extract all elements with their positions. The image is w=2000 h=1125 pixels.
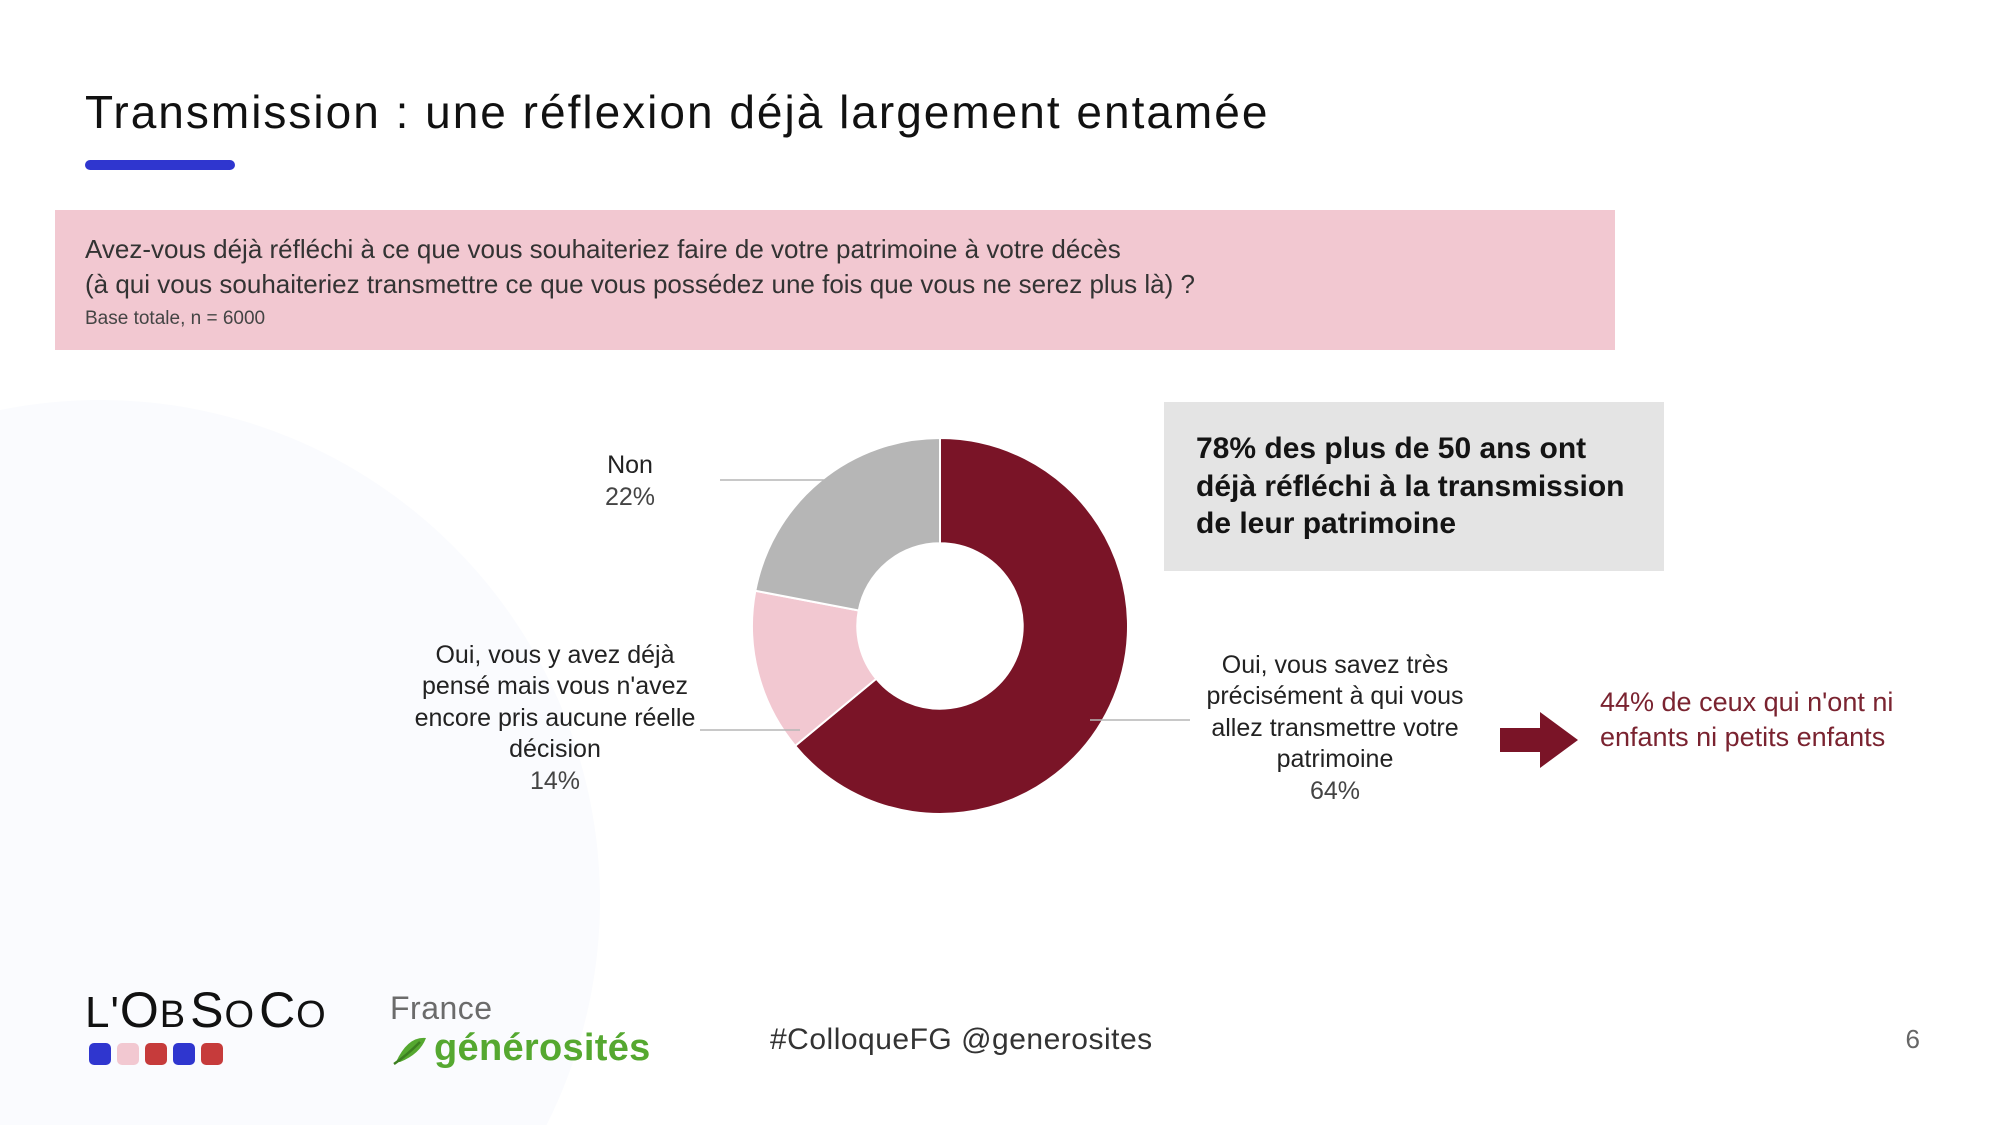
slice-label-precis: Oui, vous savez très précisément à qui v… (1190, 650, 1480, 806)
logo-fg-top: France (390, 990, 651, 1027)
slice-label-pense: Oui, vous y avez déjà pensé mais vous n'… (410, 640, 700, 796)
arrow-icon (1500, 710, 1580, 775)
slice-label-pense-text: Oui, vous y avez déjà pensé mais vous n'… (410, 640, 700, 765)
logo-fg-bottom: générosités (390, 1027, 651, 1070)
slide: Transmission : une réflexion déjà largem… (0, 0, 2000, 1125)
donut-chart (752, 438, 1128, 814)
footer: L'OB SO CO France générosités #ColloqueF… (0, 995, 2000, 1125)
arrow-note: 44% de ceux qui n'ont ni enfants ni peti… (1600, 685, 1900, 755)
slice-pct-non: 22% (540, 483, 720, 512)
question-line2: (à qui vous souhaiteriez transmettre ce … (85, 267, 1585, 302)
page-number: 6 (1906, 1024, 1920, 1055)
slice-pct-pense: 14% (410, 767, 700, 796)
slice-label-precis-text: Oui, vous savez très précisément à qui v… (1190, 650, 1480, 775)
logo-obsoco: L'OB SO CO (85, 981, 327, 1065)
page-title: Transmission : une réflexion déjà largem… (85, 85, 1269, 139)
title-underline (85, 160, 235, 170)
logo-france-generosites: France générosités (390, 990, 651, 1070)
logo-obsoco-text: L'OB SO CO (85, 981, 327, 1039)
question-line1: Avez-vous déjà réfléchi à ce que vous so… (85, 232, 1585, 267)
highlight-text: 78% des plus de 50 ans ont déjà réfléchi… (1196, 430, 1632, 543)
donut-hole (858, 544, 1022, 708)
logo-fg-bottom-text: générosités (434, 1027, 651, 1070)
question-box: Avez-vous déjà réfléchi à ce que vous so… (55, 210, 1615, 350)
slice-label-non: Non 22% (540, 450, 720, 512)
hashtag: #ColloqueFG @generosites (770, 1023, 1153, 1057)
slice-label-non-text: Non (540, 450, 720, 481)
logo-obsoco-dots (89, 1043, 327, 1065)
chart-area: 78% des plus de 50 ans ont déjà réfléchi… (0, 380, 2000, 940)
question-base: Base totale, n = 6000 (85, 308, 1585, 330)
slice-pct-precis: 64% (1190, 777, 1480, 806)
highlight-box: 78% des plus de 50 ans ont déjà réfléchi… (1164, 402, 1664, 571)
leaf-icon (390, 1032, 430, 1066)
